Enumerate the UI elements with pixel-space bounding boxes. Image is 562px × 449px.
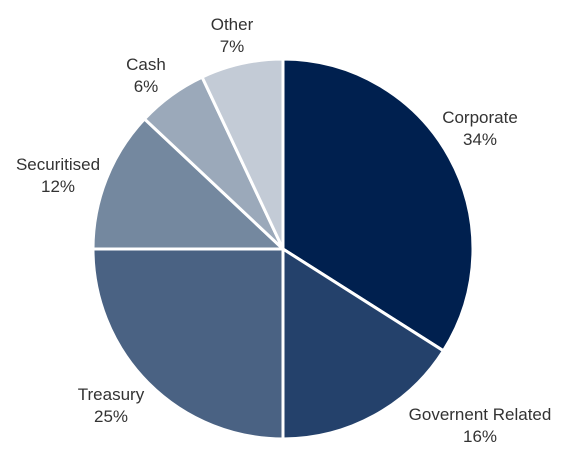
- label-government-related: Governent Related 16%: [409, 405, 552, 446]
- slice-treasury: [91, 247, 285, 441]
- label-name-treasury: Treasury: [78, 385, 145, 404]
- label-value-securitised: 12%: [41, 177, 75, 196]
- pie-labels: Corporate 34% Governent Related 16% Treasury…: [16, 15, 551, 446]
- label-name-other: Other: [211, 15, 254, 34]
- slice-securitised: [91, 117, 285, 251]
- pie-slices: [91, 57, 475, 441]
- label-value-government-related: 16%: [463, 427, 497, 446]
- label-securitised: Securitised 12%: [16, 155, 100, 196]
- label-treasury: Treasury 25%: [78, 385, 145, 426]
- label-corporate: Corporate 34%: [442, 108, 518, 149]
- label-value-cash: 6%: [134, 77, 159, 96]
- slice-other: [200, 57, 285, 251]
- label-cash: Cash 6%: [126, 55, 166, 96]
- label-value-corporate: 34%: [463, 130, 497, 149]
- label-other: Other 7%: [211, 15, 254, 56]
- label-value-treasury: 25%: [94, 407, 128, 426]
- label-name-corporate: Corporate: [442, 108, 518, 127]
- label-name-government-related: Governent Related: [409, 405, 552, 424]
- slice-government-related: [281, 247, 445, 441]
- label-name-securitised: Securitised: [16, 155, 100, 174]
- label-name-cash: Cash: [126, 55, 166, 74]
- label-value-other: 7%: [220, 37, 245, 56]
